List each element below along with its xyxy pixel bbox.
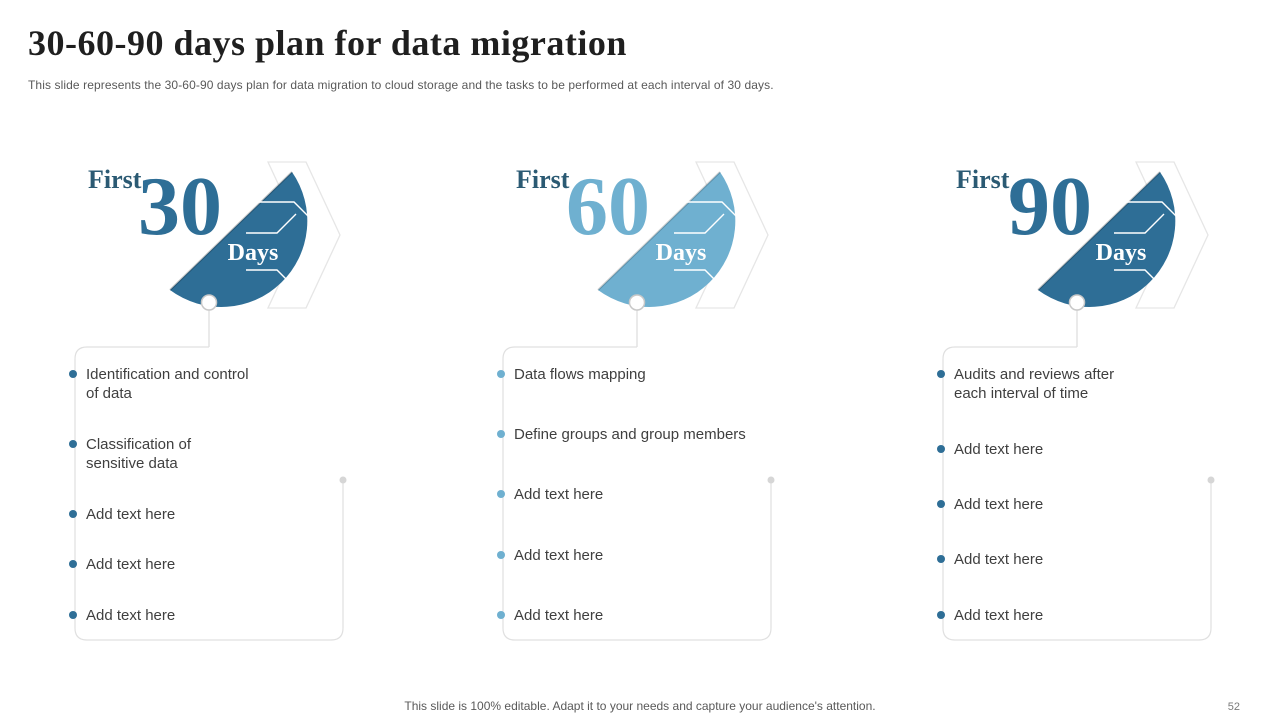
task-text: Data flows mapping xyxy=(514,366,646,383)
bullet-icon xyxy=(937,500,945,508)
list-item: Classification of sensitive data xyxy=(69,435,321,473)
task-placeholder-text[interactable]: Add text here xyxy=(514,547,604,564)
day-number: 90 xyxy=(1008,160,1092,253)
days-label: Days xyxy=(1096,240,1147,266)
disk-edge-shade xyxy=(1037,171,1161,291)
list-item: Add text here xyxy=(497,485,749,504)
task-text: Define groups and group members xyxy=(514,426,746,443)
connector-node-icon xyxy=(1068,294,1086,311)
list-item: Add text here xyxy=(497,606,749,625)
task-placeholder-text[interactable]: Add text here xyxy=(954,441,1044,458)
outline-end-dot xyxy=(767,476,775,484)
bullet-icon xyxy=(937,370,945,378)
task-box-outline xyxy=(942,346,1212,641)
column-60-graphic: First 60 Days xyxy=(502,160,775,641)
day-number: 60 xyxy=(566,160,650,253)
outline-end-dot xyxy=(339,476,347,484)
list-item: Audits and reviews after each interval o… xyxy=(937,365,1189,403)
task-placeholder-text[interactable]: Add text here xyxy=(86,556,176,573)
list-item: Add text here xyxy=(69,505,321,524)
bullet-icon xyxy=(69,510,77,518)
outline-end-dot xyxy=(1207,476,1215,484)
slide-subtitle: This slide represents the 30-60-90 days … xyxy=(28,78,774,92)
bullet-icon xyxy=(69,611,77,619)
days-label: Days xyxy=(228,240,279,266)
bullet-icon xyxy=(69,370,77,378)
column-30-graphic: First 30 Days xyxy=(74,160,347,641)
task-placeholder-text[interactable]: Add text here xyxy=(514,607,604,624)
task-placeholder-text[interactable]: Add text here xyxy=(86,607,176,624)
list-item: Add text here xyxy=(497,546,749,565)
bullet-icon xyxy=(497,370,505,378)
days-disk-shape xyxy=(1038,172,1176,307)
task-placeholder-text[interactable]: Add text here xyxy=(514,486,604,503)
chevron-lines-icon xyxy=(246,201,312,292)
day-number: 30 xyxy=(138,160,222,253)
task-box-outline xyxy=(74,346,344,641)
bullet-icon xyxy=(497,490,505,498)
bullet-icon xyxy=(937,445,945,453)
connector-node-icon xyxy=(628,294,646,311)
bullet-icon xyxy=(497,611,505,619)
chevron-lines-icon xyxy=(1114,201,1180,292)
slide-title: 30-60-90 days plan for data migration xyxy=(28,23,627,63)
bullet-icon xyxy=(497,430,505,438)
task-text: Audits and reviews after each interval o… xyxy=(954,366,1115,402)
footer-note: This slide is 100% editable. Adapt it to… xyxy=(404,699,876,713)
task-text: Classification of sensitive data xyxy=(86,436,192,472)
first-label: First xyxy=(88,165,142,194)
bullet-icon xyxy=(497,551,505,559)
page-number: 52 xyxy=(1227,701,1240,713)
bullet-icon xyxy=(937,611,945,619)
list-item: Add text here xyxy=(937,440,1189,459)
chevron-lines-icon xyxy=(674,201,740,292)
list-item: Add text here xyxy=(937,606,1189,625)
disk-edge-shade xyxy=(169,171,293,291)
list-item: Define groups and group members xyxy=(497,425,749,444)
days-disk-shape xyxy=(170,172,308,307)
list-item: Identification and control of data xyxy=(69,365,321,403)
list-item: Add text here xyxy=(937,495,1189,514)
bullet-icon xyxy=(69,560,77,568)
task-placeholder-text[interactable]: Add text here xyxy=(954,607,1044,624)
first-label: First xyxy=(956,165,1010,194)
task-box-outline xyxy=(502,346,772,641)
task-placeholder-text[interactable]: Add text here xyxy=(954,496,1044,513)
column-90-graphic: First 90 Days xyxy=(942,160,1215,641)
list-item: Data flows mapping xyxy=(497,365,749,384)
days-label: Days xyxy=(656,240,707,266)
list-item: Add text here xyxy=(69,555,321,574)
first-label: First xyxy=(516,165,570,194)
task-placeholder-text[interactable]: Add text here xyxy=(954,551,1044,568)
bullet-icon xyxy=(937,555,945,563)
connector-node-icon xyxy=(200,294,218,311)
days-disk-shape xyxy=(598,172,736,307)
bullet-icon xyxy=(69,440,77,448)
list-item: Add text here xyxy=(937,550,1189,569)
task-placeholder-text[interactable]: Add text here xyxy=(86,506,176,523)
task-text: Identification and control of data xyxy=(86,366,249,402)
list-item: Add text here xyxy=(69,606,321,625)
disk-edge-shade xyxy=(597,171,721,291)
